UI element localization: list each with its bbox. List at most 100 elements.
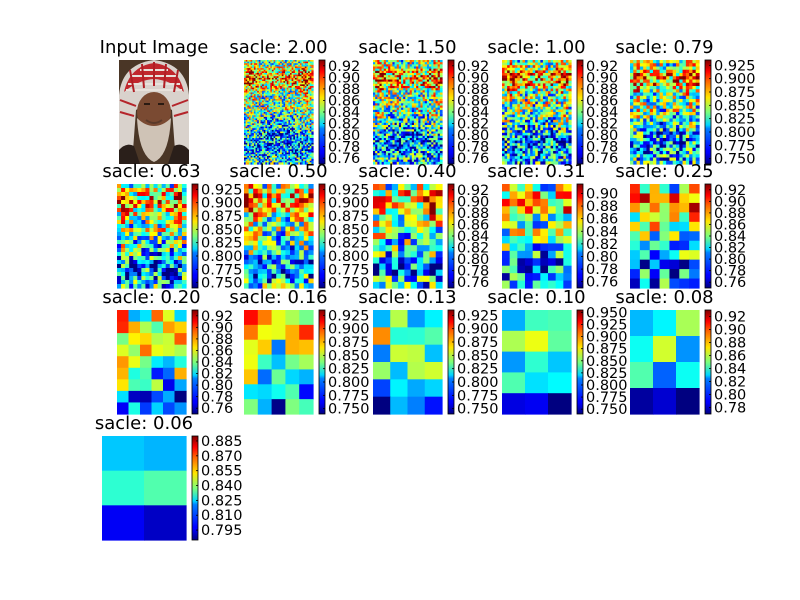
heatmap-cell <box>253 112 257 115</box>
heatmap-cell <box>555 96 559 100</box>
heatmap-cell <box>268 129 271 133</box>
heatmap-cell <box>245 79 248 82</box>
heatmap-cell <box>296 74 299 77</box>
heatmap-cell <box>429 109 432 113</box>
heatmap-cell <box>290 113 293 116</box>
heatmap-cell <box>304 95 308 98</box>
heatmap-cell <box>247 73 250 76</box>
heatmap-cell <box>398 107 402 111</box>
heatmap-cell <box>293 92 296 95</box>
heatmap-cell <box>308 95 311 98</box>
heatmap-cell <box>265 115 268 118</box>
heatmap-cell <box>309 118 312 121</box>
heatmap-cell <box>418 127 422 130</box>
heatmap-cell <box>385 107 389 111</box>
heatmap-cell <box>253 110 257 113</box>
heatmap-cell <box>398 83 402 87</box>
heatmap-cell <box>413 62 417 65</box>
heatmap-cell <box>311 81 314 84</box>
heatmap-cell <box>245 102 248 105</box>
heatmap-cell <box>244 136 247 139</box>
heatmap-cell <box>379 68 383 72</box>
heatmap-cell <box>288 147 291 150</box>
heatmap-cell <box>435 103 439 107</box>
heatmap-cell <box>507 93 511 97</box>
heatmap-cell <box>257 121 260 124</box>
heatmap-cell <box>383 131 387 135</box>
heatmap-cell <box>527 83 531 87</box>
heatmap-cell <box>263 134 266 137</box>
heatmap-cell <box>257 144 260 147</box>
heatmap-cell <box>268 141 271 144</box>
heatmap-cell <box>403 127 406 130</box>
heatmap-cell <box>568 62 572 66</box>
heatmap-cell <box>439 92 443 96</box>
heatmap-cell <box>304 105 308 108</box>
heatmap-cell <box>311 121 314 124</box>
heatmap-cell <box>306 60 309 63</box>
heatmap-cell <box>403 103 406 107</box>
heatmap-cell <box>418 131 422 135</box>
heatmap-cell <box>527 67 531 71</box>
heatmap-cell <box>293 61 296 64</box>
heatmap-cell <box>429 90 432 94</box>
heatmap-cell <box>401 99 404 102</box>
heatmap-cell <box>298 113 301 116</box>
heatmap-cell <box>420 138 424 141</box>
heatmap-cell <box>301 159 304 162</box>
heatmap-cell <box>385 151 389 154</box>
heatmap-cell <box>296 126 299 129</box>
heatmap-cell <box>276 136 280 139</box>
heatmap-cell <box>381 142 385 146</box>
heatmap-cell <box>433 146 437 150</box>
heatmap-cell <box>270 134 273 137</box>
heatmap-cell <box>276 79 280 82</box>
heatmap-cell <box>311 110 314 113</box>
heatmap-cell <box>375 153 378 156</box>
heatmap-cell <box>568 88 572 92</box>
heatmap-cell <box>396 112 400 115</box>
heatmap-cell <box>301 115 304 118</box>
heatmap-cell <box>401 155 404 159</box>
heatmap-cell <box>244 66 247 69</box>
heatmap-cell <box>255 105 258 108</box>
heatmap-cell <box>437 138 441 141</box>
heatmap-cell <box>281 110 285 113</box>
heatmap-cell <box>304 129 308 133</box>
heatmap-cell <box>293 133 296 136</box>
heatmap-cell <box>405 161 409 165</box>
heatmap-cell <box>270 105 273 108</box>
heatmap-cell <box>309 66 312 69</box>
heatmap-cell <box>260 86 263 89</box>
heatmap-cell <box>398 99 402 102</box>
heatmap-cell <box>301 108 304 111</box>
heatmap-cell <box>293 151 296 154</box>
heatmap-cell <box>270 110 273 113</box>
heatmap-cell <box>248 116 252 120</box>
heatmap-cell <box>413 135 417 139</box>
heatmap-cell <box>555 125 559 129</box>
heatmap-cell <box>271 142 275 146</box>
heatmap-cell <box>262 97 265 100</box>
heatmap-cell <box>276 155 280 159</box>
heatmap-cell <box>276 142 280 146</box>
heatmap-cell <box>275 154 278 157</box>
heatmap-cell <box>563 101 567 105</box>
heatmap-cell <box>244 105 247 108</box>
heatmap-cell <box>290 128 293 131</box>
heatmap-cell <box>403 66 406 70</box>
heatmap-cell <box>290 79 293 82</box>
heatmap-cell <box>435 114 439 117</box>
heatmap-cell <box>290 97 293 100</box>
heatmap-cell <box>255 60 258 63</box>
heatmap-cell <box>512 96 516 100</box>
heatmap-cell <box>375 131 378 135</box>
heatmap-cell <box>245 123 248 126</box>
heatmap-cell <box>258 94 262 97</box>
heatmap-cell <box>413 127 417 130</box>
heatmap-cell <box>262 134 265 137</box>
heatmap-cell <box>377 155 381 159</box>
heatmap-cell <box>248 74 252 77</box>
heatmap-cell <box>267 120 270 123</box>
heatmap-cell <box>278 103 281 107</box>
